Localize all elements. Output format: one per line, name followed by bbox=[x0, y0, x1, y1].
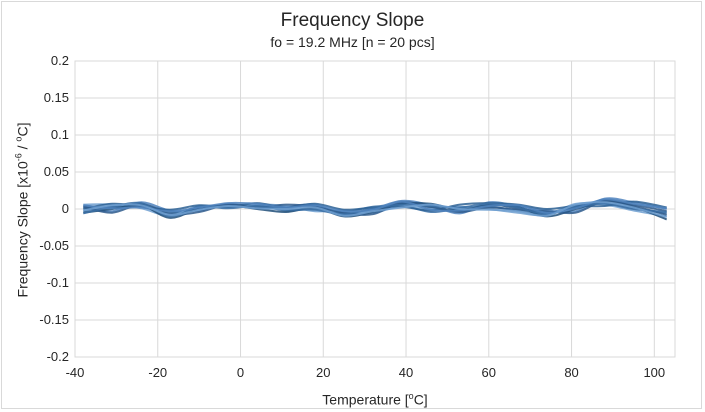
y-axis-ticks: 0.2 0.15 0.1 0.05 0 -0.05 -0.1 -0.15 -0.2 bbox=[39, 53, 69, 364]
y-tick-label: 0.1 bbox=[51, 127, 69, 142]
series-line-9 bbox=[83, 198, 667, 214]
chart-subtitle: fo = 19.2 MHz [n = 20 pcs] bbox=[270, 34, 435, 50]
series-line-10 bbox=[83, 201, 667, 219]
x-tick-label: 20 bbox=[316, 365, 330, 380]
x-axis-ticks: -40 -20 0 20 40 60 80 100 bbox=[66, 365, 666, 380]
y-tick-label: 0.15 bbox=[44, 90, 69, 105]
x-tick-label: 40 bbox=[399, 365, 413, 380]
y-tick-label: 0.05 bbox=[44, 164, 69, 179]
series-lines bbox=[83, 197, 668, 221]
y-tick-label: 0.2 bbox=[51, 53, 69, 68]
x-tick-label: 60 bbox=[482, 365, 496, 380]
y-tick-label: -0.05 bbox=[39, 238, 69, 253]
x-axis-label: Temperature [oC] bbox=[322, 391, 428, 408]
chart-title: Frequency Slope bbox=[280, 10, 425, 31]
y-tick-label: 0 bbox=[62, 201, 69, 216]
x-tick-label: 100 bbox=[643, 365, 665, 380]
x-tick-label: -40 bbox=[66, 365, 85, 380]
x-tick-label: -20 bbox=[148, 365, 167, 380]
plot-area-border bbox=[74, 60, 676, 358]
y-axis-label: Frequency Slope [x10-6 / oC] bbox=[13, 122, 31, 298]
x-tick-label: 80 bbox=[564, 365, 578, 380]
y-tick-label: -0.2 bbox=[47, 349, 69, 364]
x-tick-label: 0 bbox=[237, 365, 244, 380]
y-tick-label: -0.15 bbox=[39, 312, 69, 327]
y-tick-label: -0.1 bbox=[47, 275, 69, 290]
